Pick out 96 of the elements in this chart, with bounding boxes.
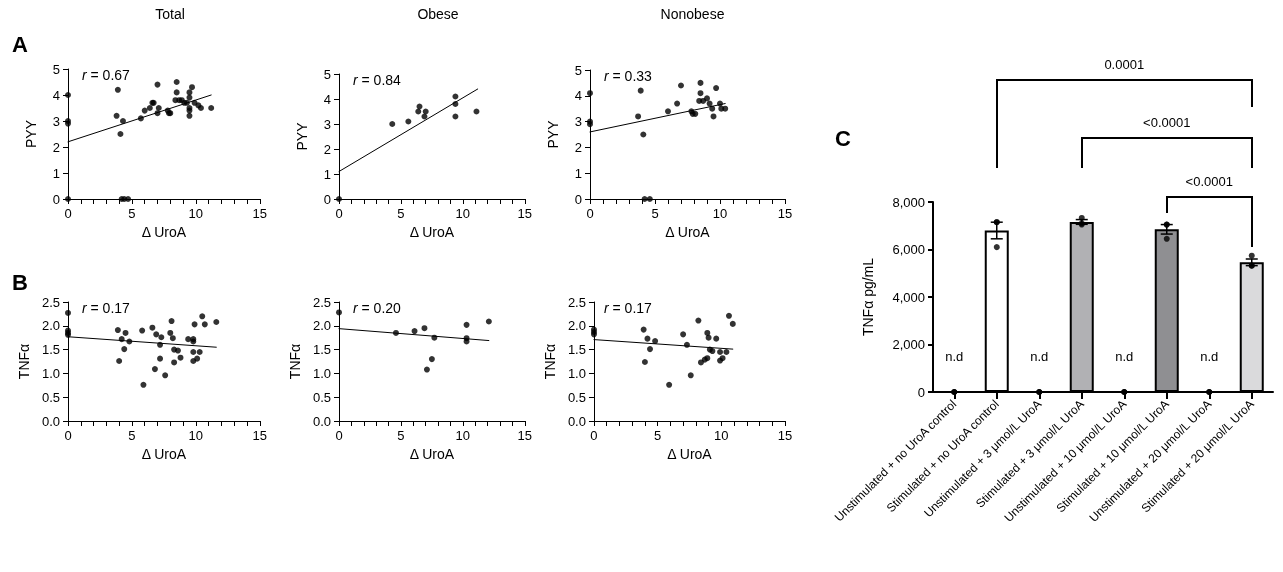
y-axis-title: TNFα [287, 343, 304, 380]
y-axis-title: TNFα [542, 343, 558, 380]
y-tick-label: 2.0 [567, 318, 586, 334]
x-tick-label: 5 [397, 206, 405, 221]
annotation: n.d [1115, 348, 1134, 364]
text: 0.0001 [1104, 56, 1145, 72]
annotation: n.d [1200, 348, 1219, 364]
y-tick-label: 1.5 [41, 342, 60, 358]
x-tick-label: 5 [651, 206, 659, 221]
y-tick-label: 1.0 [41, 365, 60, 381]
text: C [835, 125, 851, 151]
y-tick-label: 0.0 [41, 413, 60, 429]
text: A [12, 31, 28, 57]
y-tick-label: 0.5 [312, 389, 331, 405]
x-tick-label: 15 [517, 206, 532, 221]
y-tick-label: 1 [52, 165, 60, 181]
x-tick-label: 15 [517, 428, 532, 443]
x-tick-label: 10 [455, 428, 471, 443]
x-tick-label: 0 [335, 206, 343, 221]
y-tick-label: 5 [574, 62, 582, 78]
y-tick-label: 2 [574, 139, 582, 155]
y-tick-label: 5 [52, 61, 60, 77]
x-tick-label: 10 [188, 206, 204, 221]
y-tick-label: 1 [574, 165, 582, 181]
y-axis-title: PYY [23, 119, 39, 149]
x-tick-label: 0 [590, 428, 598, 443]
x-axis-title: Δ UroA [141, 224, 187, 240]
x-axis-title: Δ UroA [665, 224, 711, 240]
annotation: n.d [945, 348, 964, 364]
x-tick-label: 0 [64, 206, 72, 221]
y-tick-label: 1.0 [312, 365, 331, 381]
text: B [12, 269, 28, 295]
x-axis-title: Δ UroA [409, 224, 455, 240]
y-tick-label: 1.5 [312, 342, 331, 358]
annotation: n.d [1030, 348, 1049, 364]
y-tick-label: 0.5 [567, 389, 586, 405]
x-axis-title: Δ UroA [141, 446, 187, 462]
x-tick-label: 15 [252, 428, 267, 443]
x-tick-label: 5 [654, 428, 662, 443]
chart-title: Obese [417, 6, 459, 22]
y-tick-label: 2.5 [41, 294, 60, 310]
y-tick-label: 0.0 [312, 413, 331, 429]
y-axis-title: TNFα [16, 343, 33, 380]
y-tick-label: 3 [52, 113, 60, 129]
y-tick-label: 4 [574, 88, 582, 104]
y-tick-label: 3 [323, 116, 331, 132]
annotation: r = 0.84 [353, 72, 402, 88]
x-axis-title: Δ UroA [409, 446, 455, 462]
y-tick-label: 1.5 [567, 342, 586, 358]
y-axis-title: PYY [545, 119, 561, 149]
annotation: r = 0.33 [604, 68, 653, 84]
y-axis-title: TNFα pg/mL [860, 257, 876, 337]
x-tick-label: 0 [64, 428, 72, 443]
x-tick-label: 15 [777, 428, 793, 443]
y-tick-label: 2.5 [312, 294, 331, 310]
text: <0.0001 [1143, 114, 1191, 130]
x-tick-label: 15 [252, 206, 267, 221]
y-tick-label: 0 [574, 191, 582, 207]
y-tick-label: 0 [917, 384, 925, 400]
y-tick-label: 0.0 [567, 413, 586, 429]
x-tick-label: 5 [128, 206, 136, 221]
x-tick-label: 15 [777, 206, 793, 221]
y-tick-label: 2.5 [567, 294, 586, 310]
y-tick-label: 0 [52, 191, 60, 207]
y-tick-label: 2.0 [41, 318, 60, 334]
text: <0.0001 [1185, 173, 1233, 189]
y-tick-label: 1.0 [567, 365, 586, 381]
x-axis-title: Δ UroA [667, 446, 713, 462]
y-tick-label: 4 [52, 87, 60, 103]
y-tick-label: 2.0 [312, 318, 331, 334]
annotation: r = 0.20 [353, 300, 402, 316]
y-tick-label: 0 [323, 191, 331, 207]
annotation: r = 0.17 [604, 300, 653, 316]
y-tick-label: 2 [323, 141, 331, 157]
y-tick-label: 1 [323, 166, 331, 182]
x-tick-label: 10 [714, 428, 729, 443]
annotation: r = 0.67 [82, 67, 131, 83]
x-tick-label: 5 [128, 428, 136, 443]
y-tick-label: 4,000 [892, 289, 925, 305]
y-tick-label: 5 [323, 66, 331, 82]
x-tick-label: 10 [455, 206, 471, 221]
y-tick-label: 2 [52, 139, 60, 155]
chart-title: Nonobese [660, 6, 725, 22]
y-tick-label: 6,000 [892, 242, 925, 257]
y-tick-label: 3 [574, 114, 582, 130]
x-tick-label: 10 [712, 206, 728, 221]
y-tick-label: 0.5 [41, 389, 60, 405]
y-tick-label: 4 [323, 91, 331, 107]
y-tick-label: 2,000 [892, 337, 925, 352]
x-tick-label: 0 [335, 428, 343, 443]
y-tick-label: 8,000 [892, 194, 925, 210]
chart-title: Total [155, 6, 185, 22]
x-tick-label: 5 [397, 428, 405, 443]
annotation: r = 0.17 [82, 300, 131, 316]
y-axis-title: PYY [294, 121, 310, 151]
x-tick-label: 10 [188, 428, 204, 443]
